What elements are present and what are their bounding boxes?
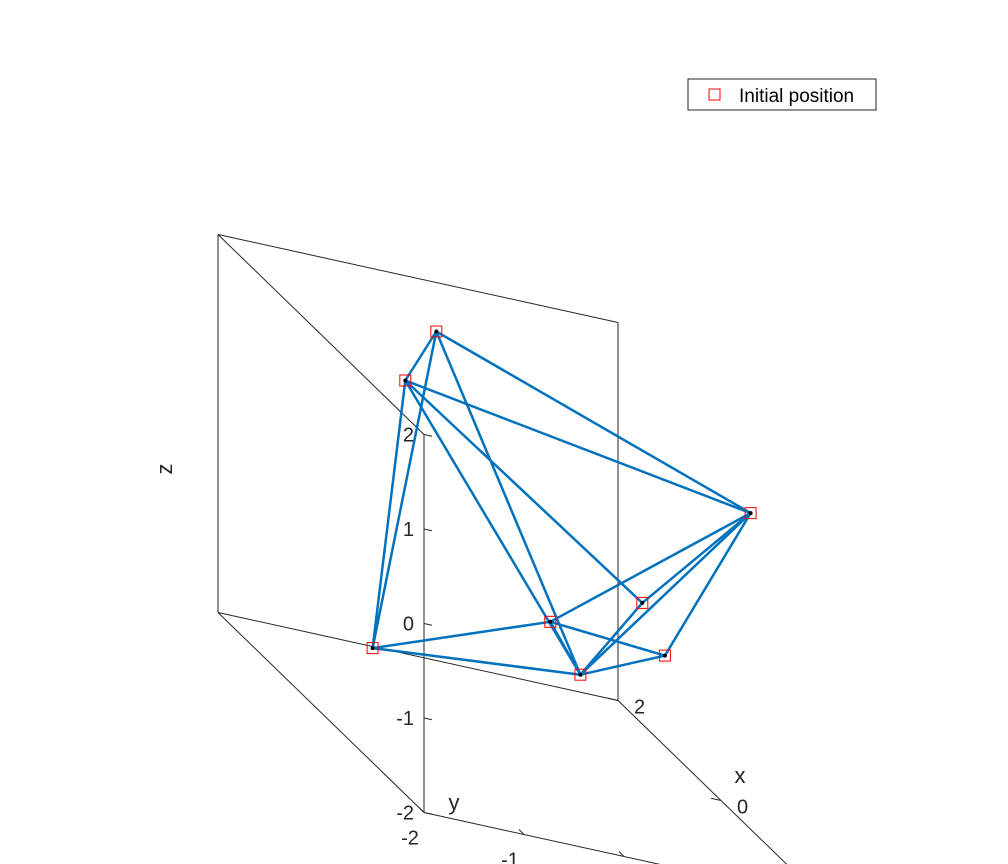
x-tick-1 bbox=[710, 797, 722, 801]
z-tick-0 bbox=[423, 812, 433, 815]
edge-3-5 bbox=[663, 511, 752, 657]
edge-6-8 bbox=[371, 620, 552, 650]
edge-2-8 bbox=[371, 379, 407, 650]
z-tick-2 bbox=[423, 623, 433, 626]
node-dot-4 bbox=[640, 600, 645, 605]
edge-5-7 bbox=[579, 654, 667, 676]
x-axis-label: x bbox=[735, 763, 746, 788]
z-tick-label-3: 1 bbox=[403, 519, 414, 541]
node-dot-1 bbox=[434, 329, 439, 334]
z-tick-label-0: -2 bbox=[396, 803, 414, 825]
legend-marker-icon bbox=[708, 88, 721, 101]
edge-1-3 bbox=[435, 330, 752, 515]
legend[interactable]: Initial position bbox=[687, 78, 877, 111]
axes-box-line-0 bbox=[217, 612, 619, 701]
z-tick-1 bbox=[423, 717, 433, 721]
z-axis-label: z bbox=[152, 464, 177, 475]
edge-7-8 bbox=[371, 646, 582, 676]
edge-6-7 bbox=[549, 620, 582, 676]
edge-2-3 bbox=[404, 379, 752, 515]
edge-5-6 bbox=[549, 620, 667, 657]
legend-box bbox=[687, 78, 877, 111]
node-marker-2 bbox=[399, 374, 412, 387]
node-dot-8 bbox=[370, 646, 375, 651]
edge-1-2 bbox=[404, 330, 438, 382]
y-axis-label: y bbox=[449, 790, 460, 815]
node-dot-3 bbox=[748, 511, 753, 516]
z-tick-label-2: 0 bbox=[403, 614, 414, 636]
edge-1-8 bbox=[371, 330, 438, 650]
x-tick-2 bbox=[607, 697, 619, 701]
node-dot-5 bbox=[662, 653, 667, 658]
node-marker-7 bbox=[574, 668, 587, 681]
axis-ticks bbox=[418, 434, 722, 857]
node-marker-8 bbox=[366, 642, 379, 655]
node-marker-3 bbox=[744, 507, 757, 520]
node-dot-7 bbox=[578, 672, 583, 677]
axes-box-line-2 bbox=[217, 612, 425, 813]
x-tick-label-1: 0 bbox=[737, 797, 748, 819]
z-tick-label-4: 2 bbox=[403, 425, 414, 447]
y-tick-0 bbox=[418, 807, 425, 813]
graph-edges bbox=[371, 330, 752, 676]
y-tick-1 bbox=[518, 829, 525, 835]
node-marker-6 bbox=[544, 615, 557, 628]
y-tick-label-0: -2 bbox=[401, 828, 419, 850]
node-marker-1 bbox=[430, 325, 443, 338]
x-tick-label-2: 2 bbox=[634, 697, 645, 719]
z-tick-label-1: -1 bbox=[396, 708, 414, 730]
graph-markers bbox=[366, 325, 757, 681]
z-tick-4 bbox=[423, 434, 433, 437]
node-dot-2 bbox=[403, 378, 408, 383]
y-tick-2 bbox=[618, 851, 625, 857]
legend-label: Initial position bbox=[739, 86, 854, 107]
edge-3-6 bbox=[549, 511, 752, 624]
edge-3-4 bbox=[641, 511, 752, 605]
node-dot-6 bbox=[548, 619, 553, 624]
y-tick-label-1: -1 bbox=[501, 850, 519, 864]
edge-2-4 bbox=[404, 379, 644, 605]
node-marker-4 bbox=[636, 596, 649, 609]
axes-box-line-4 bbox=[217, 234, 619, 323]
node-marker-5 bbox=[658, 649, 671, 662]
axes-box-line-6 bbox=[217, 234, 425, 435]
edge-3-7 bbox=[579, 511, 752, 676]
z-tick-3 bbox=[423, 528, 433, 532]
